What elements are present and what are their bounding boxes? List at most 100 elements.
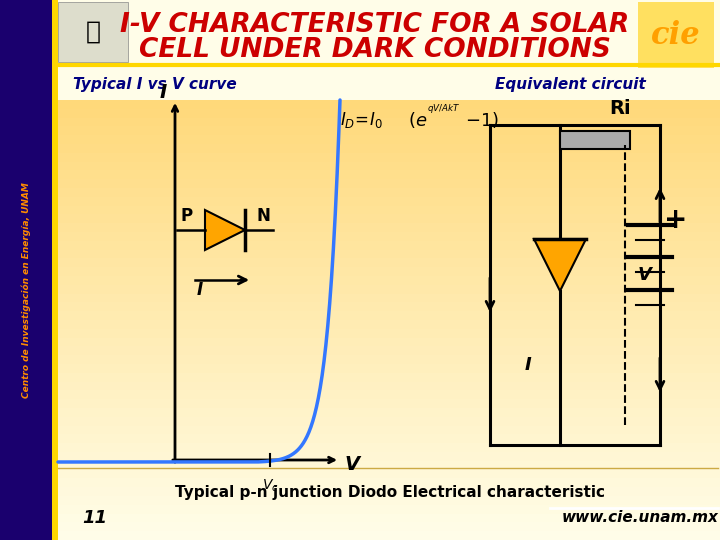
Bar <box>55 135 720 144</box>
Bar <box>55 452 720 461</box>
Bar <box>55 10 720 15</box>
Text: V: V <box>344 456 359 475</box>
Bar <box>55 15 720 20</box>
Polygon shape <box>534 239 586 291</box>
Bar <box>55 232 720 241</box>
Bar <box>58 2 128 62</box>
Bar <box>55 522 720 531</box>
Bar <box>55 75 720 80</box>
Bar <box>0 0 52 540</box>
Bar <box>55 153 720 161</box>
Bar <box>55 161 720 171</box>
Bar <box>55 65 720 70</box>
Bar <box>55 188 720 197</box>
Bar <box>55 30 720 35</box>
Bar <box>55 144 720 153</box>
Bar <box>55 382 720 390</box>
Text: 11: 11 <box>83 509 107 527</box>
Bar <box>55 5 720 10</box>
Bar <box>55 496 720 505</box>
Bar <box>55 109 720 118</box>
Bar <box>55 364 720 373</box>
Text: +: + <box>665 206 688 234</box>
Bar <box>55 223 720 232</box>
Bar <box>55 259 720 267</box>
Text: www.cie.unam.mx: www.cie.unam.mx <box>562 510 719 525</box>
Bar <box>55 276 720 285</box>
Bar <box>55 55 720 60</box>
Text: Equivalent circuit: Equivalent circuit <box>495 78 645 92</box>
Bar <box>55 514 720 522</box>
Text: Typical p-n junction Diodo Electrical characteristic: Typical p-n junction Diodo Electrical ch… <box>175 484 605 500</box>
Bar <box>55 373 720 382</box>
Bar <box>55 390 720 399</box>
Bar <box>55 50 720 55</box>
Text: $I_D\!=\!I_0$: $I_D\!=\!I_0$ <box>340 110 383 130</box>
Bar <box>55 45 720 50</box>
Text: P: P <box>181 207 193 225</box>
Bar <box>55 478 720 487</box>
Bar <box>55 417 720 426</box>
Bar <box>55 100 720 109</box>
Bar <box>55 126 720 135</box>
Bar <box>55 302 720 311</box>
Bar <box>55 408 720 417</box>
Bar <box>55 197 720 206</box>
Text: $-1)$: $-1)$ <box>465 110 499 130</box>
Bar <box>55 487 720 496</box>
Bar <box>55 40 720 45</box>
Bar <box>55 90 720 95</box>
Bar <box>55 214 720 223</box>
Text: V: V <box>638 266 652 284</box>
Bar <box>55 434 720 443</box>
Bar <box>55 355 720 364</box>
Bar <box>55 285 720 294</box>
Bar <box>55 320 720 329</box>
Text: Centro de Investigación en Energía, UNAM: Centro de Investigación en Energía, UNAM <box>22 182 31 398</box>
Text: I-V CHARACTERISTIC FOR A SOLAR: I-V CHARACTERISTIC FOR A SOLAR <box>120 12 629 38</box>
Bar <box>55 346 720 355</box>
Text: CELL UNDER DARK CONDITIONS: CELL UNDER DARK CONDITIONS <box>139 37 611 63</box>
Text: I: I <box>159 83 166 102</box>
Text: Typical I vs V curve: Typical I vs V curve <box>73 78 237 92</box>
Bar <box>55 80 720 85</box>
Bar <box>55 0 720 5</box>
Bar <box>55 249 720 259</box>
Bar <box>560 131 630 149</box>
Bar <box>55 25 720 30</box>
Bar <box>55 505 720 514</box>
Bar <box>55 85 720 90</box>
Text: $(e$: $(e$ <box>408 110 427 130</box>
Bar <box>55 60 720 65</box>
Text: cie: cie <box>651 19 701 51</box>
Bar <box>55 20 720 25</box>
Text: N: N <box>256 207 270 225</box>
Bar <box>55 311 720 320</box>
Bar <box>55 95 720 100</box>
Bar <box>55 426 720 434</box>
Bar <box>55 338 720 346</box>
Text: 🦅: 🦅 <box>86 20 101 44</box>
Text: I: I <box>525 356 531 374</box>
Bar <box>55 461 720 470</box>
Bar <box>52 0 58 540</box>
Bar <box>55 443 720 452</box>
Bar <box>55 206 720 214</box>
Bar <box>55 35 720 40</box>
Polygon shape <box>205 210 245 250</box>
Bar <box>55 118 720 126</box>
Bar <box>55 267 720 276</box>
Bar <box>55 70 720 75</box>
Bar <box>55 329 720 338</box>
Text: Ri: Ri <box>609 99 631 118</box>
Text: I: I <box>197 281 203 299</box>
Bar <box>55 399 720 408</box>
Bar <box>55 179 720 188</box>
Bar <box>638 2 714 68</box>
Bar <box>55 241 720 249</box>
Bar <box>55 0 720 100</box>
Bar <box>55 470 720 478</box>
Bar <box>55 171 720 179</box>
Text: $V_c$: $V_c$ <box>261 478 279 495</box>
Bar <box>55 294 720 302</box>
